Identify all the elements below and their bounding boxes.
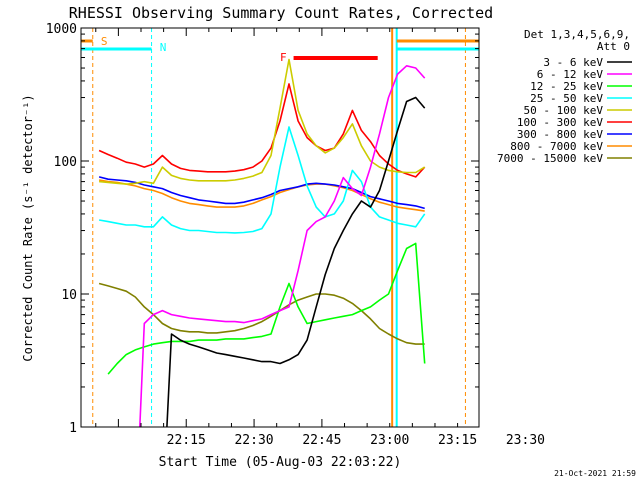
x-tick-label: 22:45 <box>302 433 341 448</box>
legend-label: 6 - 12 keV <box>537 68 604 81</box>
y-tick-label: 100 <box>54 155 77 170</box>
footer-date: 21-Oct-2021 21:59 <box>554 469 636 478</box>
series-line-7 <box>98 179 425 212</box>
x-tick-label: 23:30 <box>506 433 545 448</box>
series-line-2 <box>107 242 426 375</box>
series-line-3 <box>98 126 426 234</box>
legend-label: 12 - 25 keV <box>530 80 603 93</box>
legend-label: 800 - 7000 keV <box>510 140 603 153</box>
x-tick-label: 23:15 <box>438 433 477 448</box>
x-tick-label: 23:00 <box>370 433 409 448</box>
legend-label: 300 - 800 keV <box>517 128 603 141</box>
legend-title-line-2: Att 0 <box>597 40 630 53</box>
flare-label: F <box>280 51 287 64</box>
y-tick-label: 1 <box>69 421 77 436</box>
saa-label: S <box>101 35 108 48</box>
legend-title-line-1: Det 1,3,4,5,6,9, <box>524 28 630 41</box>
series-line-1 <box>139 65 426 428</box>
x-tick-label: 22:30 <box>234 433 273 448</box>
series-line-4 <box>99 58 426 185</box>
x-axis-label: Start Time (05-Aug-03 22:03:22) <box>159 455 402 470</box>
y-axis: 1 10 100 1000 <box>46 22 479 436</box>
x-axis: 22:15 22:30 22:45 23:00 23:15 23:30 <box>95 28 545 448</box>
legend-label: 7000 - 15000 keV <box>497 152 603 165</box>
y-tick-label: 10 <box>61 288 77 303</box>
chart-title: RHESSI Observing Summary Count Rates, Co… <box>69 4 493 22</box>
x-tick-label: 22:15 <box>167 433 206 448</box>
series-line-5 <box>98 83 426 178</box>
night-label: N <box>160 41 167 54</box>
legend-label: 100 - 300 keV <box>517 116 603 129</box>
y-axis-label: Corrected Count Rate (s⁻¹ detector⁻¹) <box>21 94 35 361</box>
series-line-6 <box>98 176 425 210</box>
legend-label: 25 - 50 keV <box>530 92 603 105</box>
y-tick-label: 1000 <box>46 22 77 37</box>
plot-frame <box>80 27 480 428</box>
plot-area: S N F <box>81 28 479 428</box>
legend-label: 50 - 100 keV <box>524 104 604 117</box>
series-line-8 <box>98 282 425 345</box>
series-line-0 <box>166 96 426 428</box>
legend-label: 3 - 6 keV <box>543 56 603 69</box>
